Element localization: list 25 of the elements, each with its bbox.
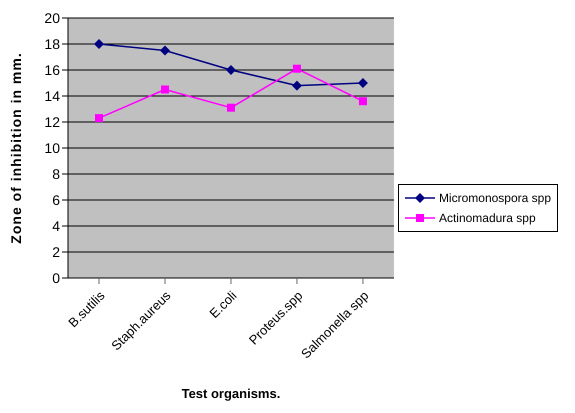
y-tick-label: 18 (44, 36, 60, 52)
y-tick-label: 6 (52, 192, 60, 208)
legend-label: Actinomadura spp (438, 210, 536, 227)
point (94, 39, 104, 49)
x-axis-title: Test organisms. (182, 386, 280, 401)
point (358, 97, 367, 106)
point (95, 114, 103, 122)
y-tick-label: 12 (44, 114, 60, 130)
y-tick-label: 20 (44, 10, 60, 26)
point (226, 104, 235, 112)
y-tick-label: 4 (52, 218, 60, 234)
y-tick-label: 14 (44, 88, 60, 104)
y-tick-label: 16 (44, 62, 60, 78)
y-tick-label: 2 (52, 244, 60, 260)
y-tick-label: 10 (44, 140, 60, 156)
point (160, 86, 169, 94)
legend-label: Micromonospora spp (438, 190, 551, 207)
y-axis-title: Zone of inhibition in mm. (8, 52, 24, 244)
y-tick-label: 8 (52, 166, 60, 182)
point (358, 78, 368, 88)
y-tick-label: 0 (52, 270, 60, 286)
point (292, 64, 301, 73)
point (292, 80, 302, 91)
point (226, 65, 236, 75)
point (160, 46, 170, 56)
